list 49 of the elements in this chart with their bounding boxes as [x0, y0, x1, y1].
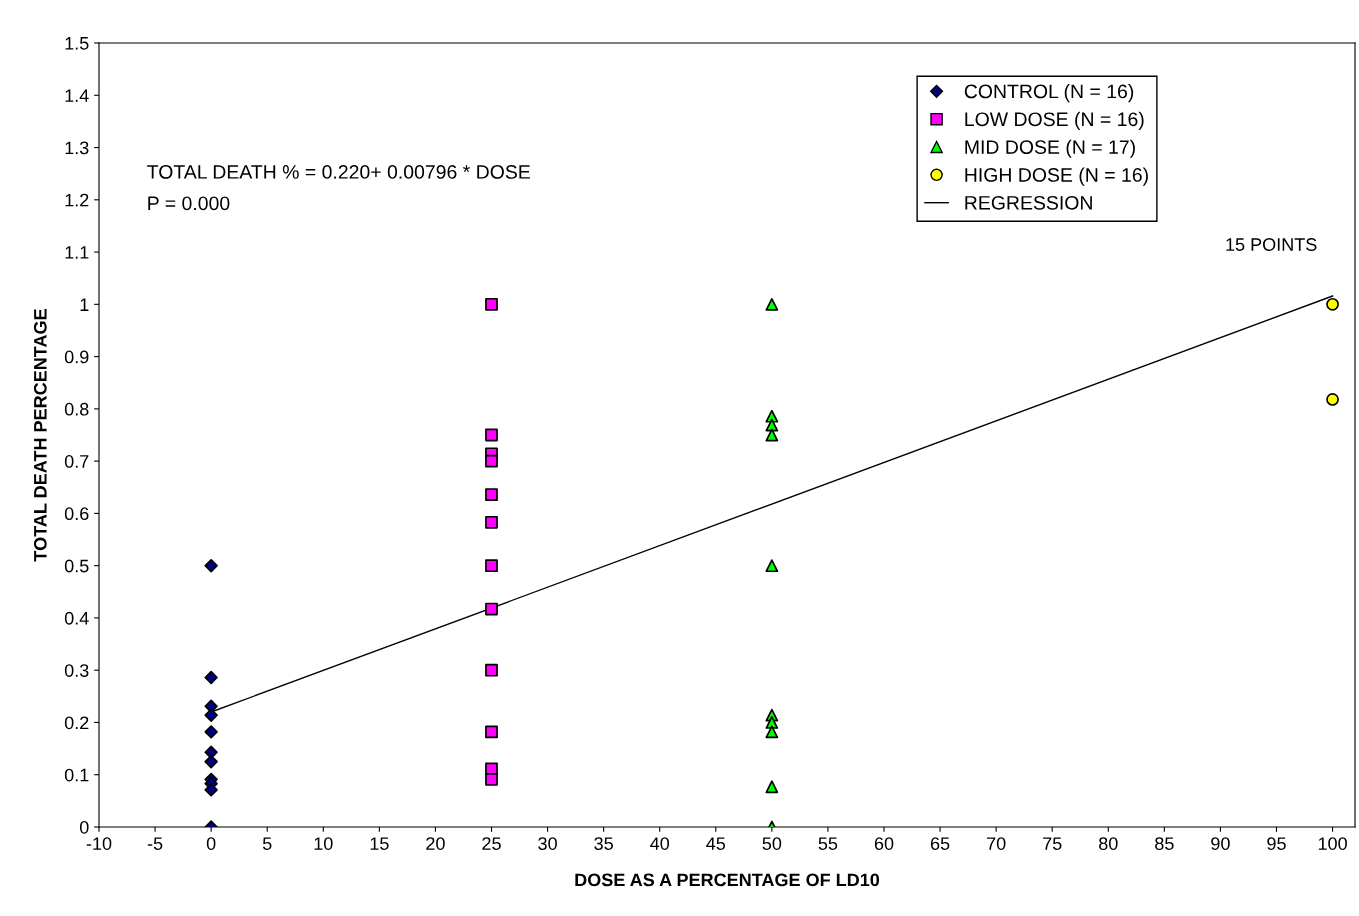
x-tick-label: 75 — [1043, 837, 1062, 850]
x-tick-label: 0 — [206, 837, 216, 850]
x-tick-label: 55 — [818, 837, 838, 850]
y-axis-title: TOTAL DEATH PERCENTAGE — [33, 309, 47, 562]
x-tick-label: -10 — [86, 837, 112, 850]
y-tick-label: 0.1 — [64, 768, 89, 782]
legend-label: MID DOSE (N = 17) — [965, 139, 1135, 158]
x-tick-label: 35 — [594, 837, 613, 850]
x-tick-label: 80 — [1099, 837, 1118, 850]
x-tick-label: 40 — [650, 837, 670, 850]
x-tick-label: 20 — [426, 837, 445, 850]
y-tick-label: 0.3 — [64, 664, 89, 677]
x-axis-title: DOSE AS A PERCENTAGE OF LD10 — [575, 873, 880, 887]
x-tick-label: 70 — [987, 837, 1006, 850]
y-tick-label: 0.4 — [64, 611, 89, 625]
x-tick-label: 50 — [762, 837, 782, 850]
x-tick-label: 10 — [314, 837, 333, 850]
x-tick-label: 60 — [874, 837, 894, 850]
y-tick-label: 1.2 — [65, 193, 89, 207]
y-tick-label: 0.8 — [64, 402, 89, 416]
y-tick-label: 0.9 — [64, 350, 89, 364]
y-tick-label: 0.5 — [64, 559, 89, 573]
annotation: 15 POINTS — [1226, 238, 1317, 251]
x-tick-label: 45 — [706, 837, 726, 850]
x-tick-label: 95 — [1267, 837, 1286, 850]
x-tick-label: 100 — [1318, 837, 1347, 850]
legend-label: HIGH DOSE (N = 16) — [965, 167, 1148, 186]
y-tick-label: 0.7 — [64, 455, 89, 468]
x-tick-label: -5 — [147, 837, 163, 850]
y-tick-label: 1.1 — [65, 246, 89, 259]
annotation: P = 0.000 — [148, 196, 230, 211]
legend-label: LOW DOSE (N = 16) — [965, 111, 1144, 130]
y-tick-label: 1.5 — [65, 37, 89, 50]
legend-label: CONTROL (N = 16) — [964, 84, 1134, 103]
y-tick-label: 1.3 — [65, 141, 89, 155]
y-tick-label: 0.2 — [64, 716, 89, 730]
x-tick-label: 85 — [1155, 837, 1174, 850]
y-tick-label: 1 — [80, 298, 89, 311]
x-tick-label: 15 — [370, 837, 389, 850]
x-tick-label: 25 — [482, 837, 501, 850]
x-tick-label: 5 — [262, 837, 272, 850]
x-tick-label: 90 — [1211, 837, 1230, 850]
x-tick-label: 30 — [538, 837, 557, 850]
y-tick-label: 0.6 — [64, 507, 89, 521]
y-tick-label: 0 — [79, 820, 89, 834]
annotation: TOTAL DEATH % = 0.220+ 0.00796 * DOSE — [147, 165, 530, 179]
x-tick-label: 65 — [930, 837, 950, 850]
legend-label: REGRESSION — [965, 195, 1092, 210]
y-tick-label: 1.4 — [65, 89, 89, 102]
